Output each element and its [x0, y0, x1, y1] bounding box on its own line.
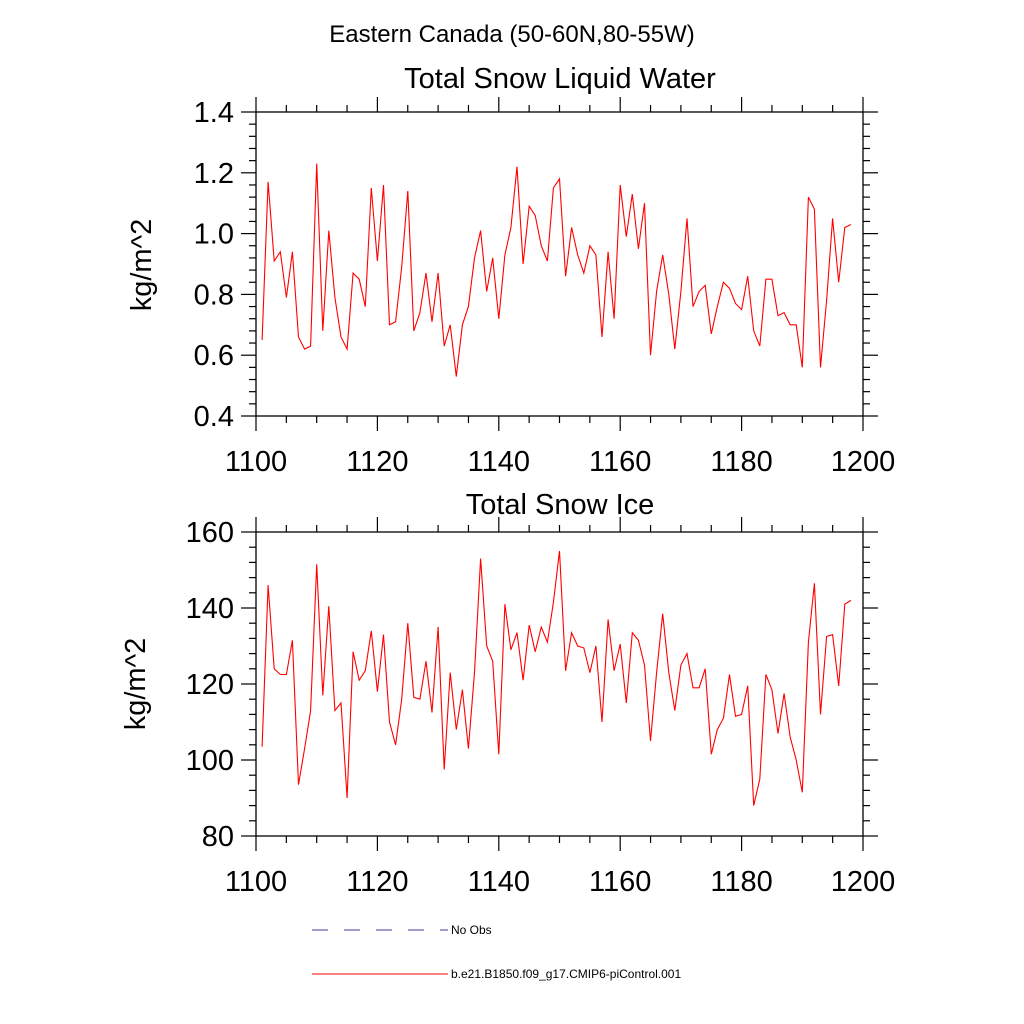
- axis-ticks-snow-ice: 1100 1120 1140 1160 1180 1200 80 100 120 140 160: [186, 517, 896, 898]
- x-tick-label: 1180: [710, 866, 772, 898]
- series-line-snow-liquid-water: [261, 163, 852, 377]
- legend-label-no-obs: No Obs: [451, 923, 492, 937]
- panel-snow-liquid-water: Total Snow Liquid Water kg/m^2 1100 1120 1…: [126, 63, 895, 478]
- x-tick-label: 1100: [225, 866, 287, 898]
- x-tick-label: 1200: [831, 866, 896, 898]
- panel-title-snow-liquid-water: Total Snow Liquid Water: [404, 63, 716, 95]
- legend-entry-picontrol: b.e21.B1850.f09_g17.CMIP6-piControl.001: [312, 967, 681, 981]
- figure-suptitle: Eastern Canada (50-60N,80-55W): [329, 21, 695, 48]
- x-tick-label: 1200: [831, 446, 896, 478]
- y-tick-label: 120: [186, 669, 234, 701]
- y-tick-label: 0.6: [194, 340, 234, 372]
- axis-ticks-snow-liquid-water: 1100 1120 1140 1160 1180 1200 0.4 0.6 0.8 1.0 1.2 1…: [194, 97, 896, 478]
- y-tick-label: 100: [186, 745, 234, 777]
- series-line-snow-ice: [261, 550, 852, 806]
- x-tick-label: 1100: [225, 446, 287, 478]
- y-axis-label-snow-liquid-water: kg/m^2: [126, 219, 158, 312]
- legend-entry-no-obs: No Obs: [312, 923, 492, 937]
- x-tick-label: 1120: [346, 866, 408, 898]
- y-tick-label: 140: [186, 593, 234, 625]
- panel-title-snow-ice: Total Snow Ice: [466, 489, 655, 521]
- y-tick-label: 160: [186, 517, 234, 549]
- x-tick-label: 1120: [346, 446, 408, 478]
- legend: No Obs b.e21.B1850.f09_g17.CMIP6-piContr…: [312, 923, 681, 981]
- plot-frame-snow-liquid-water: [255, 111, 864, 417]
- x-tick-label: 1160: [589, 446, 651, 478]
- x-tick-label: 1140: [468, 866, 530, 898]
- y-tick-label: 1.4: [194, 97, 234, 129]
- y-tick-label: 80: [202, 821, 234, 853]
- y-tick-label: 1.2: [194, 158, 234, 190]
- y-tick-label: 0.8: [194, 279, 234, 311]
- y-tick-label: 1.0: [194, 219, 234, 251]
- x-tick-label: 1140: [468, 446, 530, 478]
- x-tick-label: 1180: [710, 446, 772, 478]
- x-tick-label: 1160: [589, 866, 651, 898]
- legend-label-picontrol: b.e21.B1850.f09_g17.CMIP6-piControl.001: [451, 967, 681, 981]
- y-tick-label: 0.4: [194, 401, 234, 433]
- y-axis-label-snow-ice: kg/m^2: [120, 638, 152, 731]
- panel-snow-ice: Total Snow Ice kg/m^2 1100 1120 1140 1160 11…: [120, 489, 895, 898]
